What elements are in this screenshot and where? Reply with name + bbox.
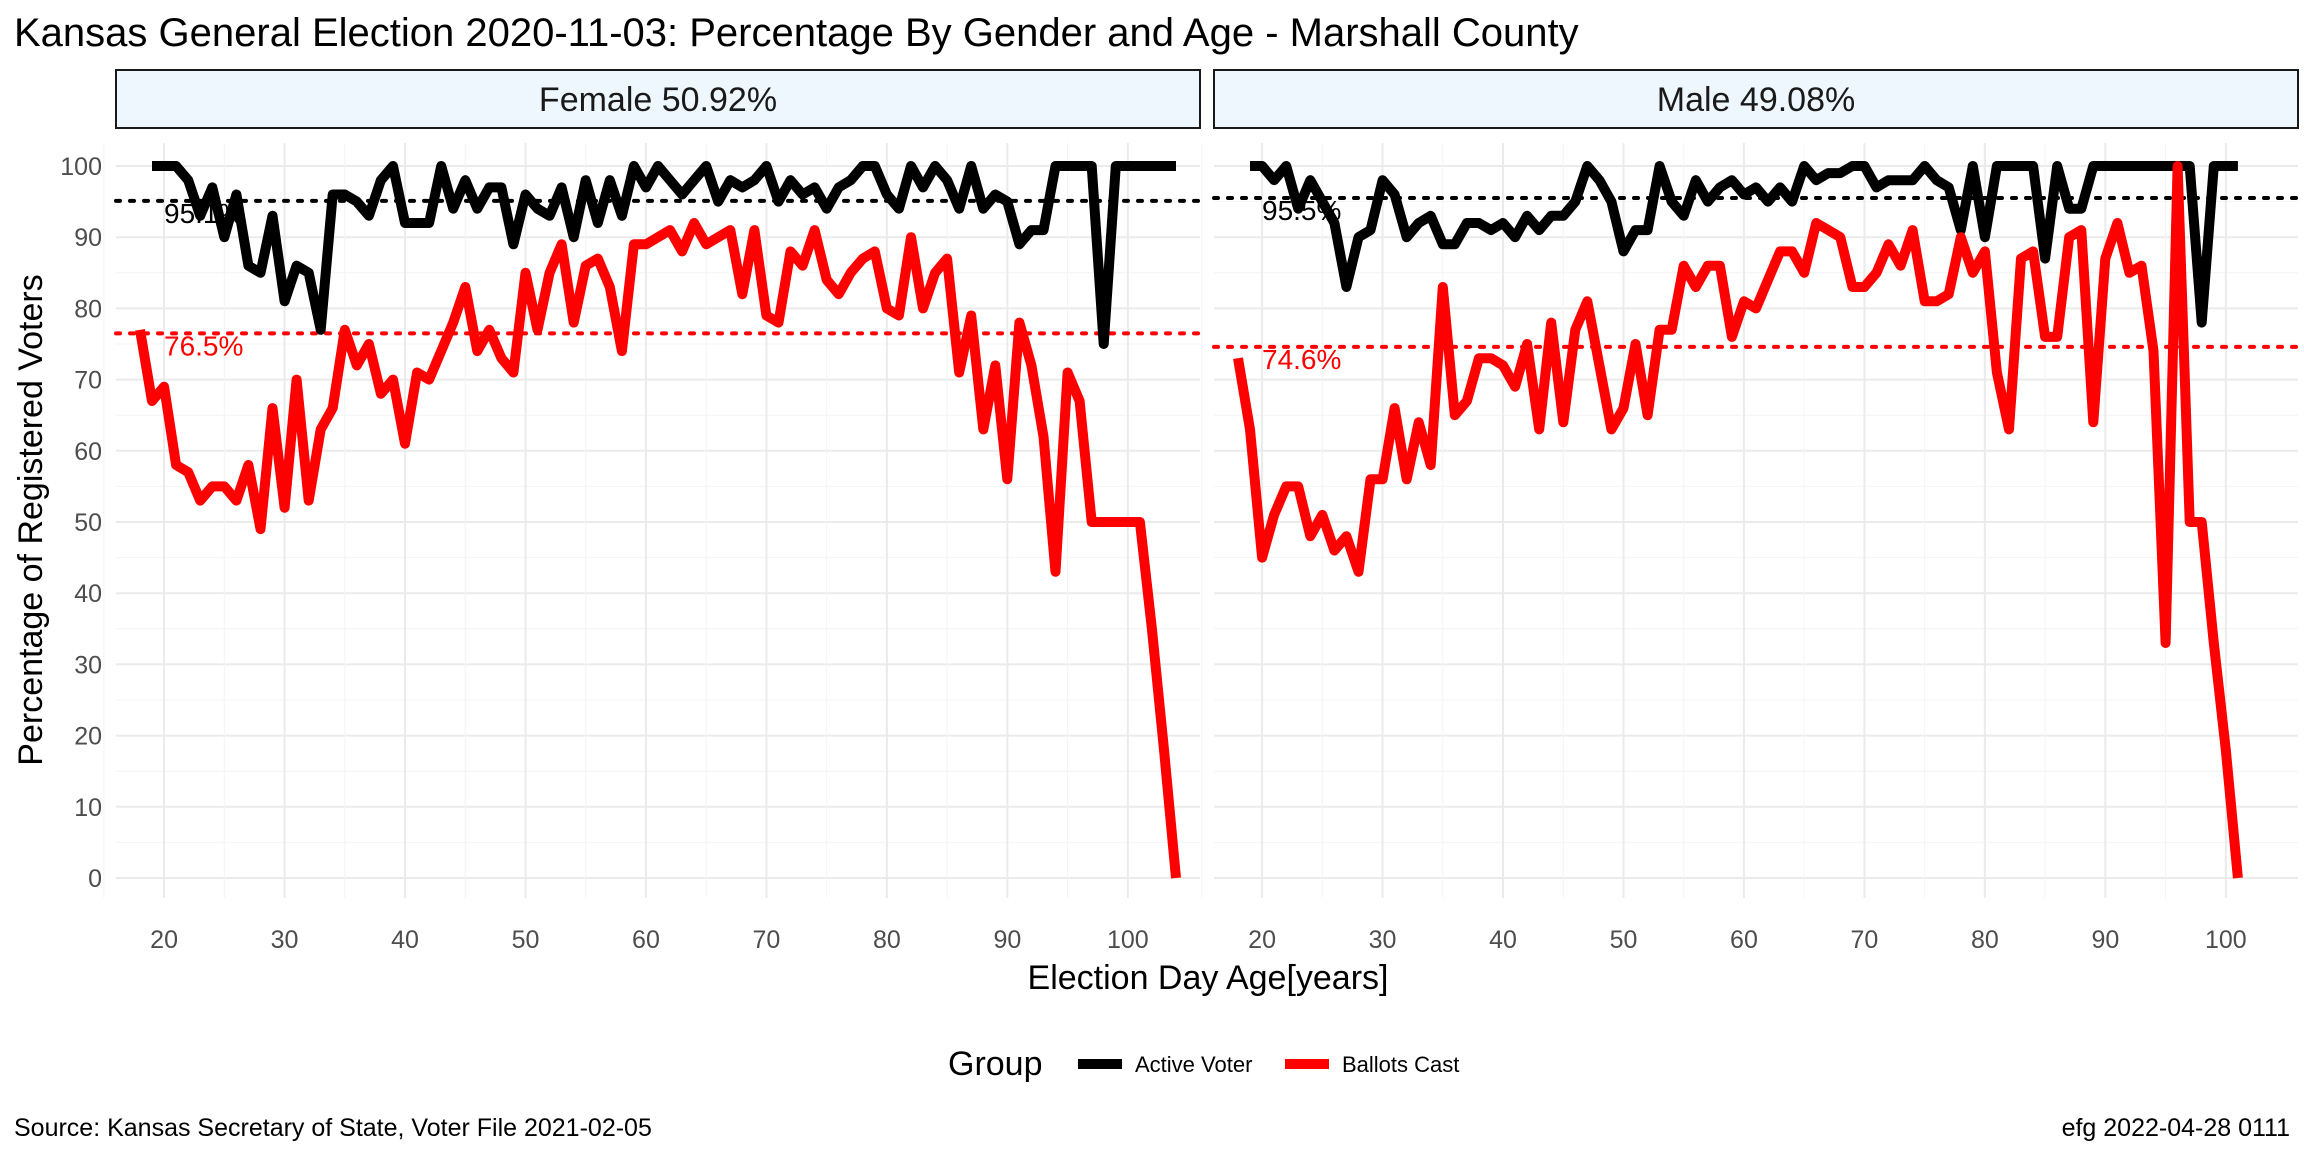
x-tick-label: 100 xyxy=(2205,926,2247,954)
series-line-active-voter xyxy=(1250,161,2238,328)
x-tick-label: 70 xyxy=(753,926,781,954)
x-tick-label: 50 xyxy=(1610,926,1638,954)
panel-label-female: Female 50.92% xyxy=(539,81,777,119)
series-line-ballots-cast xyxy=(1233,161,2243,879)
x-axis-title: Election Day Age[years] xyxy=(1028,959,1389,997)
reference-line-label: 76.5% xyxy=(164,330,243,361)
y-tick-label: 70 xyxy=(74,367,102,395)
y-tick-label: 90 xyxy=(74,224,102,252)
x-tick-label: 100 xyxy=(1107,926,1149,954)
y-tick-label: 100 xyxy=(60,153,102,181)
y-tick-label: 50 xyxy=(74,509,102,537)
x-tick-labels-male: 20 30 40 50 60 70 80 90 100 xyxy=(1248,926,2246,954)
x-tick-label: 60 xyxy=(632,926,660,954)
series-lines-male xyxy=(1233,161,2243,879)
x-tick-label: 60 xyxy=(1730,926,1758,954)
y-tick-label: 20 xyxy=(74,723,102,751)
legend-label-active-voter: Active Voter xyxy=(1135,1052,1252,1077)
y-tick-label: 80 xyxy=(74,295,102,323)
panel-label-male: Male 49.08% xyxy=(1657,81,1855,119)
y-axis-title: Percentage of Registered Voters xyxy=(12,274,50,765)
y-tick-labels: 0 10 20 30 40 50 60 70 80 90 100 xyxy=(60,153,102,893)
x-tick-label: 70 xyxy=(1851,926,1879,954)
panel-strip-female xyxy=(115,69,1201,129)
series-line-active-voter xyxy=(152,161,1176,349)
x-tick-label: 30 xyxy=(271,926,299,954)
x-tick-label: 80 xyxy=(873,926,901,954)
chart-title: Kansas General Election 2020-11-03: Perc… xyxy=(14,11,1579,55)
panel-strip-male xyxy=(1213,69,2299,129)
panel-female: Female 50.92% 95.1%76.5% 20 30 40 50 60 70 80 9… xyxy=(103,69,1202,954)
caption-credit: efg 2022-04-28 0111 xyxy=(2062,1114,2290,1142)
y-tick-label: 60 xyxy=(74,438,102,466)
x-tick-label: 40 xyxy=(1489,926,1517,954)
legend-label-ballots-cast: Ballots Cast xyxy=(1342,1052,1459,1077)
legend-title: Group xyxy=(948,1045,1043,1083)
series-line-ballots-cast xyxy=(135,218,1181,879)
x-tick-label: 50 xyxy=(512,926,540,954)
x-tick-label: 90 xyxy=(2091,926,2119,954)
series-lines-female xyxy=(135,161,1181,879)
caption-source: Source: Kansas Secretary of State, Voter… xyxy=(14,1114,652,1142)
x-tick-label: 20 xyxy=(150,926,178,954)
reference-line-label: 74.6% xyxy=(1262,344,1341,375)
x-tick-labels-female: 20 30 40 50 60 70 80 90 100 xyxy=(150,926,1148,954)
x-tick-label: 90 xyxy=(993,926,1021,954)
x-tick-label: 40 xyxy=(391,926,419,954)
x-tick-label: 20 xyxy=(1248,926,1276,954)
y-tick-label: 30 xyxy=(74,651,102,679)
y-tick-label: 0 xyxy=(88,865,102,893)
legend: Group Active Voter Ballots Cast xyxy=(948,1045,1459,1083)
panel-male: Male 49.08% 95.5%74.6% 20 30 40 50 60 70 80 90 1… xyxy=(1201,69,2300,954)
x-tick-label: 80 xyxy=(1971,926,1999,954)
y-tick-label: 10 xyxy=(74,794,102,822)
x-tick-label: 30 xyxy=(1369,926,1397,954)
y-tick-label: 40 xyxy=(74,580,102,608)
